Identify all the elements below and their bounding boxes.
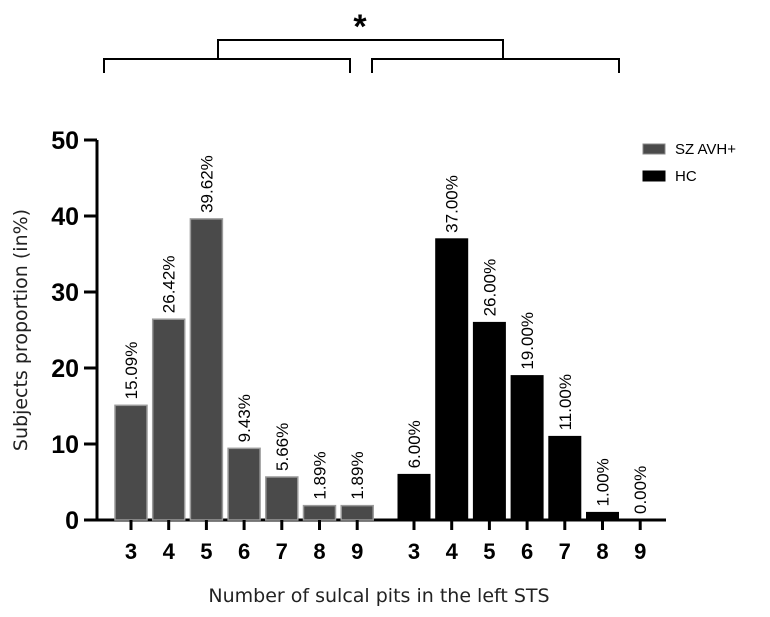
- bar-sz-avh-7: [265, 476, 299, 521]
- data-label: 9.43%: [235, 394, 254, 442]
- data-labels: 15.09% 26.42% 39.62% 9.43% 5.66% 1.89% 1.89% 6.…: [122, 155, 650, 514]
- data-label: 19.00%: [518, 312, 537, 370]
- bracket-between-groups: [217, 39, 504, 59]
- data-label: 11.00%: [556, 374, 575, 430]
- x-axis-label: Number of sulcal pits in the left STS: [208, 585, 549, 607]
- bracket-left-group: [103, 58, 351, 73]
- data-label: 15.09%: [122, 342, 141, 400]
- y-tick-label: 40: [51, 203, 79, 231]
- data-label: 1.89%: [311, 451, 330, 499]
- x-tick-label: 6: [521, 539, 533, 564]
- legend-swatch-hc: [642, 170, 666, 182]
- data-label: 1.00%: [594, 458, 613, 506]
- legend-label-hc: HC: [675, 168, 697, 185]
- bar-sz-avh-5: [189, 218, 224, 521]
- bar-hc-8: [586, 511, 619, 521]
- x-tick-label: 4: [163, 539, 176, 564]
- data-label: 1.89%: [348, 451, 367, 499]
- y-tick-label: 50: [51, 127, 79, 155]
- y-tick-label: 30: [51, 279, 79, 307]
- data-label: 6.00%: [405, 420, 424, 468]
- bar-sz-avh-9: [340, 504, 374, 521]
- x-tick-label: 8: [596, 539, 608, 564]
- significance-marker: *: [353, 8, 367, 46]
- x-tick-label: 9: [634, 539, 646, 564]
- legend-swatch-sz-avh: [642, 143, 666, 155]
- bracket-right-group: [371, 58, 620, 73]
- data-label: 5.66%: [273, 423, 292, 471]
- x-tick-label: 8: [313, 539, 325, 564]
- y-tick-label: 20: [51, 355, 79, 383]
- legend-label-sz-avh: SZ AVH+: [675, 141, 736, 158]
- bar-hc-7: [548, 435, 582, 521]
- bar-sz-avh-3: [114, 404, 148, 521]
- y-tick-label: 0: [65, 507, 79, 535]
- bar-hc-4: [435, 238, 469, 521]
- data-label: 0.00%: [631, 466, 650, 514]
- x-tick-label: 7: [276, 539, 288, 564]
- significance-bracket: [103, 39, 620, 73]
- x-tick-label: 9: [351, 539, 363, 564]
- legend: SZ AVH+ HC: [642, 141, 736, 185]
- y-tick-label: 10: [51, 431, 79, 459]
- x-tick-label: 6: [238, 539, 250, 564]
- x-tick-label: 4: [446, 539, 459, 564]
- x-tick-label: 3: [125, 539, 137, 564]
- bar-hc-5: [472, 321, 506, 521]
- data-label: 26.42%: [160, 256, 179, 314]
- y-ticks: 0 10 20 30 40 50: [51, 127, 97, 535]
- data-label: 39.62%: [197, 155, 216, 213]
- bars: [114, 218, 619, 521]
- bar-sz-avh-4: [151, 318, 186, 521]
- y-axis-label: Subjects proportion (in%): [10, 209, 32, 451]
- x-tick-label: 5: [483, 539, 495, 564]
- bar-hc-6: [510, 375, 544, 521]
- data-label: 26.00%: [480, 259, 499, 317]
- bar-sz-avh-8: [302, 504, 337, 521]
- x-tick-label: 7: [559, 539, 571, 564]
- bar-sz-avh-6: [227, 447, 261, 521]
- x-tick-label: 3: [408, 539, 420, 564]
- data-label: 37.00%: [443, 175, 462, 233]
- x-tick-label: 5: [200, 539, 212, 564]
- bar-hc-3: [397, 473, 431, 521]
